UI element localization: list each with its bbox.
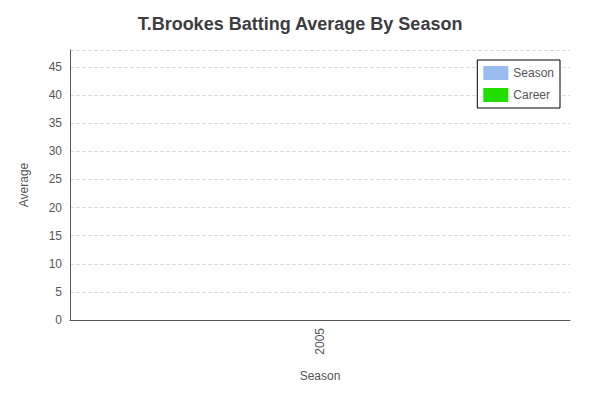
svg-text:20: 20 xyxy=(49,201,63,215)
svg-text:45: 45 xyxy=(49,60,63,74)
svg-text:5: 5 xyxy=(55,285,62,299)
svg-text:Season: Season xyxy=(300,369,341,383)
svg-text:0: 0 xyxy=(55,313,62,327)
svg-text:35: 35 xyxy=(49,116,63,130)
svg-text:15: 15 xyxy=(49,229,63,243)
svg-text:2005: 2005 xyxy=(313,328,327,355)
svg-text:Career: Career xyxy=(513,88,550,102)
svg-text:25: 25 xyxy=(49,172,63,186)
svg-text:Average: Average xyxy=(17,162,31,207)
svg-text:40: 40 xyxy=(49,88,63,102)
svg-text:30: 30 xyxy=(49,144,63,158)
svg-text:10: 10 xyxy=(49,257,63,271)
svg-text:Season: Season xyxy=(513,66,554,80)
svg-text:T.Brookes Batting Average By S: T.Brookes Batting Average By Season xyxy=(138,14,463,34)
